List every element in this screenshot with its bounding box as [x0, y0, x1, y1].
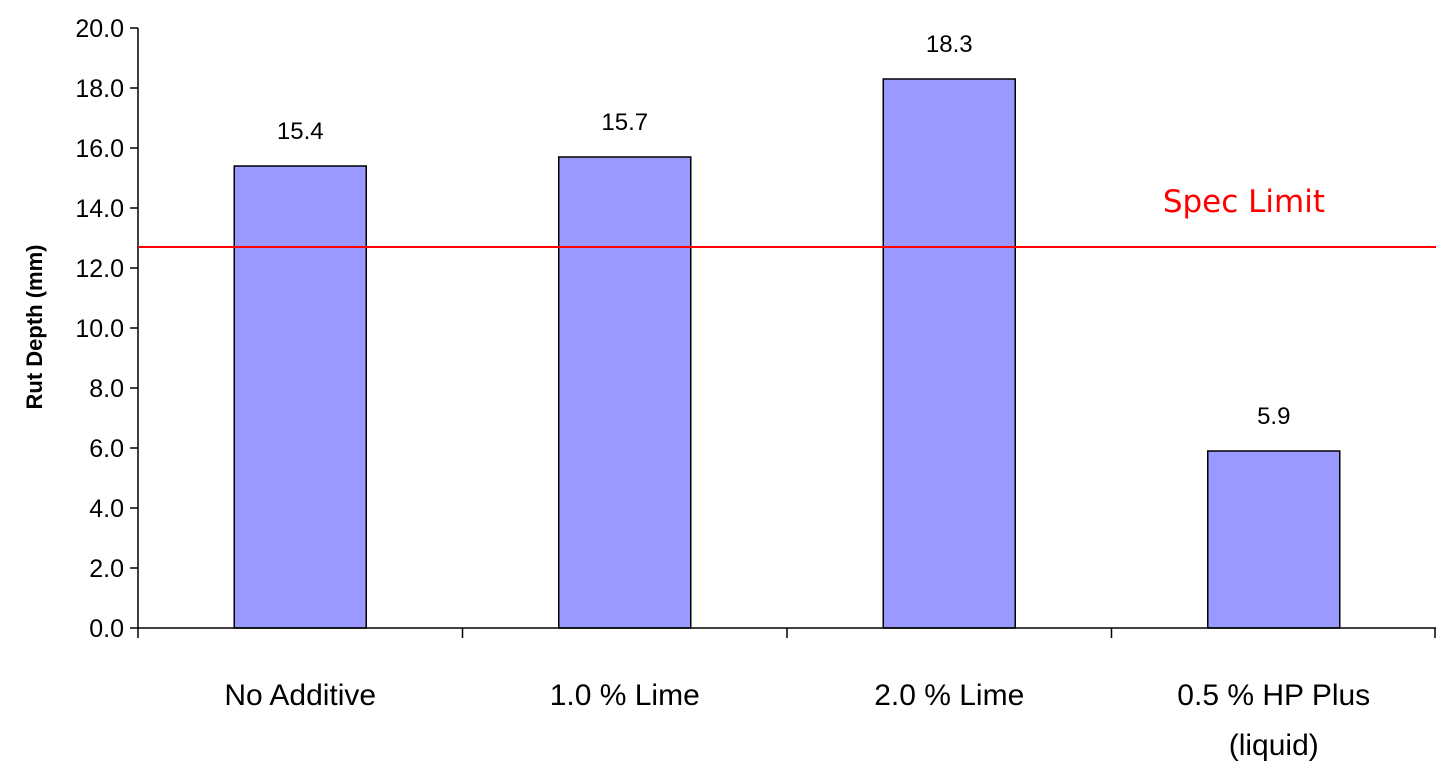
y-tick-label-3: 6.0 — [89, 435, 124, 463]
spec-limit-label: Spec Limit — [1163, 184, 1325, 220]
data-label-3: 18.3 — [926, 31, 973, 58]
y-tick-label-10: 20.0 — [75, 15, 124, 43]
y-tick-label-8: 16.0 — [75, 135, 124, 163]
bars-group — [233, 78, 1341, 629]
bar-4 — [1207, 450, 1341, 629]
y-tick-label-0: 0.0 — [89, 615, 124, 643]
y-axis-label: Rut Depth (mm) — [22, 245, 47, 410]
category-labels-group: No Additive 1.0 % Lime 2.0 % Lime 0.5 % HP … — [224, 679, 1370, 762]
data-label-4: 5.9 — [1257, 403, 1290, 430]
bar-2 — [558, 156, 692, 629]
y-tick-label-9: 18.0 — [75, 75, 124, 103]
y-tick-label-2: 4.0 — [89, 495, 124, 523]
data-label-2: 15.7 — [601, 109, 648, 136]
category-label-1: No Additive — [224, 679, 376, 712]
y-tick-label-7: 14.0 — [75, 195, 124, 223]
y-tick-label-5: 10.0 — [75, 315, 124, 343]
y-tick-label-6: 12.0 — [75, 255, 124, 283]
data-labels-group: 15.4 15.7 18.3 5.9 — [277, 31, 1291, 430]
y-tick-label-1: 2.0 — [89, 555, 124, 583]
data-label-1: 15.4 — [277, 118, 324, 145]
y-ticks-group: 0.0 2.0 4.0 6.0 8.0 10.0 12.0 14.0 16.0 18.0 20.0 — [75, 15, 138, 643]
category-label-2: 1.0 % Lime — [550, 679, 700, 712]
bar-3 — [882, 78, 1016, 629]
category-label-3: 2.0 % Lime — [874, 679, 1024, 712]
y-tick-label-4: 8.0 — [89, 375, 124, 403]
bar-1 — [233, 165, 367, 629]
category-label-4-line-2: (liquid) — [1229, 729, 1319, 762]
category-label-4-line-1: 0.5 % HP Plus — [1177, 679, 1370, 712]
spec-limit-group: Spec Limit — [138, 184, 1436, 248]
